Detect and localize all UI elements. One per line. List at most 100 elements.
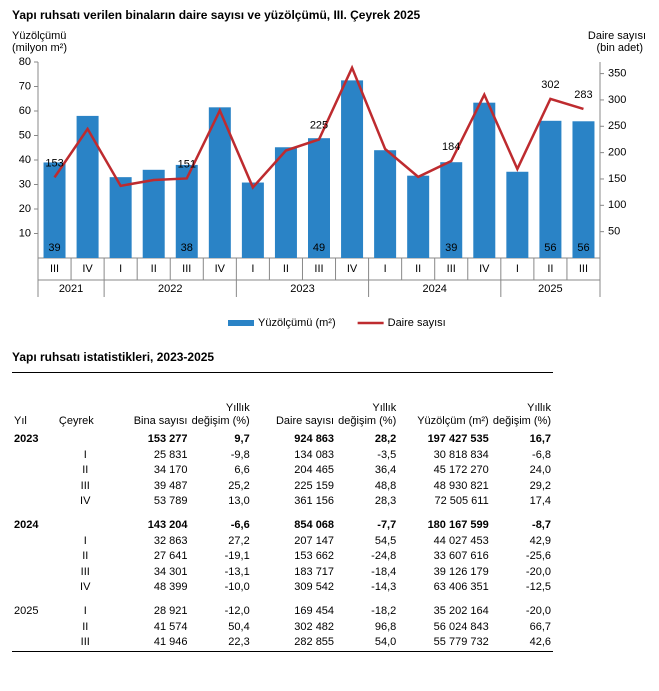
line	[53, 64, 584, 190]
table-cell: -20,0	[525, 565, 551, 578]
x-tick-label: II	[283, 263, 289, 275]
table-cell: 30 818 834	[433, 448, 489, 461]
table-cell: -14,3	[371, 581, 397, 594]
table-cell: 22,3	[189, 635, 252, 652]
table-row: IV 48 399 -10,0 309 542 -14,3 63 406 351 -12,5	[12, 580, 553, 596]
x-tick-label: IV	[82, 263, 93, 275]
table-cell: -18,4	[371, 565, 397, 578]
group-label: 2025	[538, 283, 562, 295]
table-cell: 96,8	[374, 620, 397, 633]
x-tick-label: III	[579, 263, 588, 275]
table-row: I 32 863 27,2 207 147 54,5 44 027 453 42,9	[12, 534, 553, 550]
y2-tick-label: 150	[608, 173, 626, 185]
table-cell: -7,7	[377, 518, 397, 531]
y-axis-title: (milyon m²)	[12, 42, 67, 54]
bar	[506, 171, 529, 258]
bar	[440, 162, 463, 258]
table-cell: 302 482	[294, 620, 335, 633]
y-tick-label: 50	[19, 129, 31, 141]
y-tick-label: 10	[19, 227, 31, 239]
table-cell: 33 607 616	[433, 550, 489, 563]
y-tick-label: 60	[19, 105, 31, 117]
legend-label: Yüzölçümü (m²)	[258, 317, 336, 329]
bar	[76, 115, 99, 259]
header-row: Yıl Çeyrek Bina sayısı Yıllık değişim (%) Da…	[12, 402, 553, 432]
table-cell: 2024	[14, 518, 39, 531]
table-cell: -10,0	[224, 581, 250, 594]
legend-swatch	[228, 320, 254, 326]
legend-label: Daire sayısı	[388, 317, 446, 329]
table-cell	[57, 510, 114, 534]
y-tick-label: 40	[19, 154, 31, 166]
table-cell	[12, 534, 57, 550]
table-cell: 204 465	[294, 464, 335, 477]
table-cell: 924 863	[294, 433, 335, 445]
x-tick-label: III	[50, 263, 59, 275]
table-cell: III	[80, 479, 90, 492]
table-cell: 28,2	[374, 433, 397, 445]
table-cell: 54,0	[336, 635, 399, 652]
x-tick-label: III	[314, 263, 323, 275]
y2-axis-title: Daire sayısı	[588, 30, 646, 42]
x-tick-label: IV	[347, 263, 358, 275]
table-row: III 41 946 22,3 282 855 54,0 55 779 732 42,6	[12, 635, 553, 652]
table-cell: 197 427 535	[427, 433, 489, 445]
group-label: 2021	[59, 283, 83, 295]
line-label: 283	[574, 89, 592, 101]
table-cell: -8,7	[532, 518, 551, 531]
table-cell	[12, 635, 57, 652]
table-cell	[57, 432, 114, 448]
bar-label: 49	[313, 242, 325, 254]
table-cell: 41 574	[153, 620, 188, 633]
table-cell: 183 717	[294, 565, 335, 578]
table-cell	[12, 620, 57, 636]
table-row: I 25 831 -9,8 134 083 -3,5 30 818 834 -6,8	[12, 448, 553, 464]
table-cell: 72 505 611	[434, 495, 489, 508]
table-cell: 32 863	[153, 534, 188, 547]
table-cell: 27 641	[153, 550, 188, 563]
bar	[473, 102, 496, 258]
table-cell: 48 930 821	[433, 479, 489, 492]
line-label: 225	[310, 119, 328, 131]
table-row: 2023 153 277 9,7 924 863 28,2 197 427 535 16,7	[12, 432, 553, 448]
table: Yıl Çeyrek Bina sayısı Yıllık değişim (%) Da…	[12, 402, 553, 652]
table-cell: 54,5	[374, 534, 397, 547]
table-cell: -18,2	[371, 604, 397, 617]
group-label: 2022	[158, 283, 182, 295]
column-header: Bina sayısı	[133, 415, 188, 427]
table-cell: 66,7	[529, 620, 551, 633]
group-label: 2024	[422, 283, 446, 295]
table-cell: 169 454	[294, 604, 335, 617]
table-cell	[12, 448, 57, 464]
table-cell: -25,6	[525, 550, 551, 563]
table-cell: 25 831	[153, 448, 188, 461]
table-cell: 34 170	[153, 464, 188, 477]
bar	[308, 138, 330, 258]
table-row: III 34 301 -13,1 183 717 -18,4 39 126 179 -20,…	[12, 565, 553, 581]
line-label: 184	[442, 141, 460, 153]
y-tick-label: 70	[19, 80, 31, 92]
table-cell: II	[82, 464, 89, 477]
table-cell: IV	[80, 495, 91, 508]
y2-tick-label: 50	[608, 226, 620, 238]
column-header: Yıllık değişim (%)	[338, 402, 397, 427]
table-cell: 39 487	[153, 479, 188, 492]
x-tick-label: III	[447, 263, 456, 275]
bar	[109, 177, 132, 258]
table-cell	[12, 494, 57, 510]
line-label: 302	[541, 79, 559, 91]
table-cell: -19,1	[224, 550, 250, 563]
y-axis-title: Yüzölçümü	[12, 30, 66, 42]
column-header: Daire sayısı	[275, 415, 335, 427]
bar	[539, 120, 562, 258]
table-cell: 9,7	[234, 433, 250, 445]
table-cell: -24,8	[371, 550, 397, 563]
bar-label: 38	[181, 242, 193, 254]
x-tick-label: I	[516, 263, 519, 275]
table-cell: 6,6	[234, 464, 250, 477]
x-tick-label: I	[119, 263, 122, 275]
table-row: II 27 641 -19,1 153 662 -24,8 33 607 616 -25,6	[12, 549, 553, 565]
table-cell: -12,5	[525, 581, 551, 594]
table-cell: 55 779 732	[398, 635, 491, 652]
